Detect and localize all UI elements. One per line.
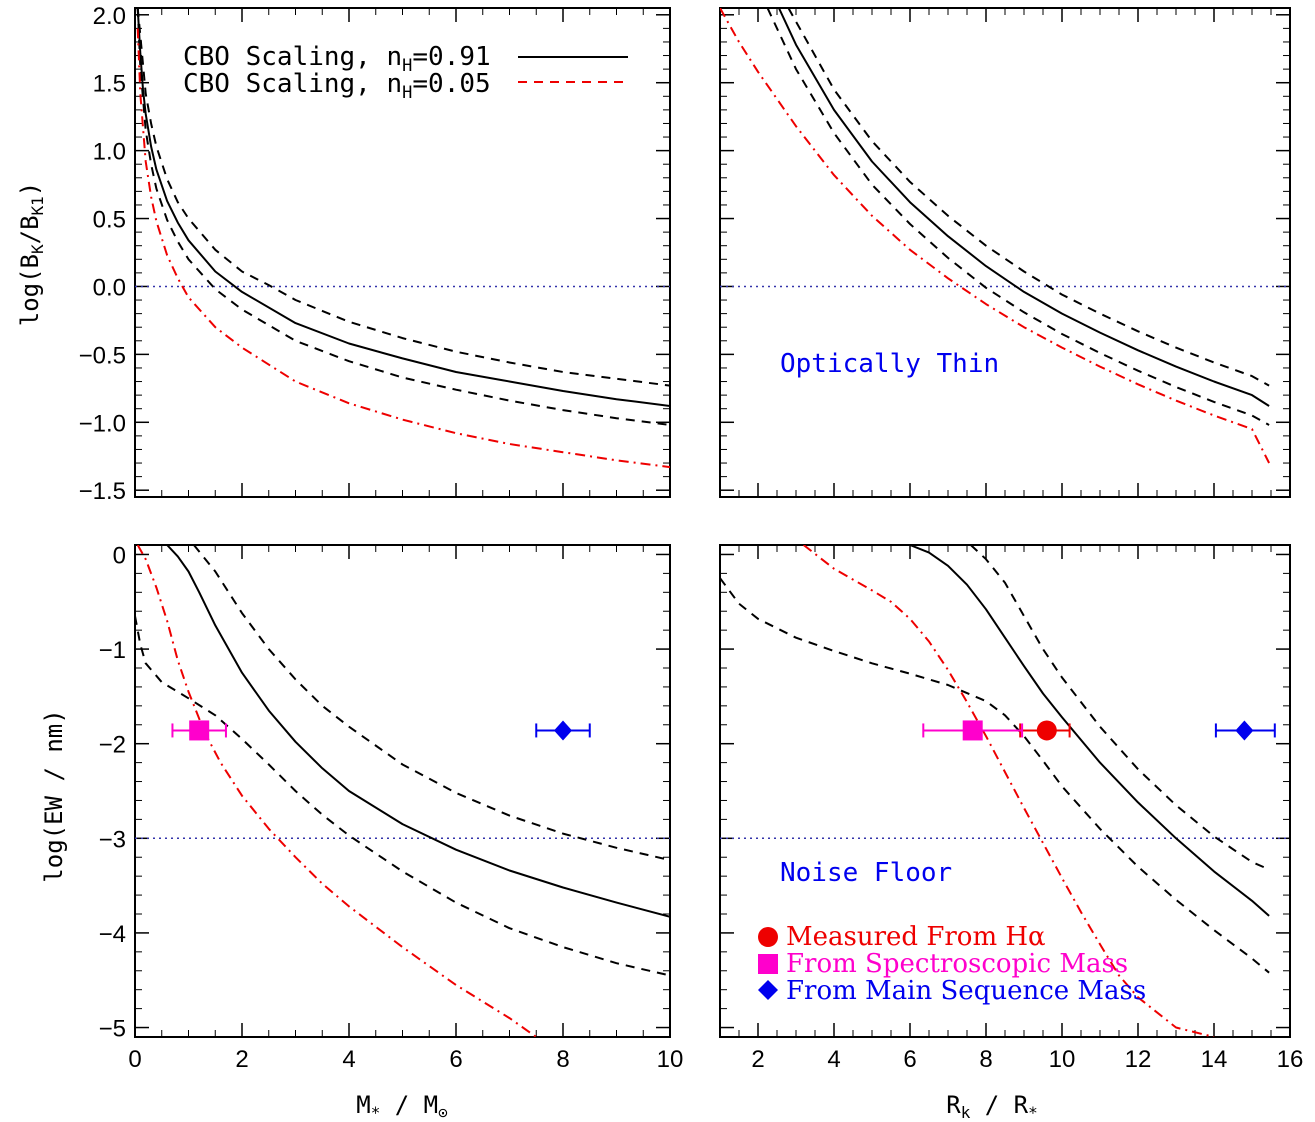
series-line-dashed	[766, 8, 1270, 426]
y-tick-label: 0	[113, 542, 126, 569]
x-tick-label: 8	[556, 1046, 569, 1073]
x-tick-label: 14	[1201, 1046, 1228, 1073]
panel-bottom-right: 2 4 6 8 10 12 14 16	[719, 544, 1304, 1073]
y-tick-label: 1.5	[93, 71, 126, 98]
y-tick-label: −4	[99, 921, 126, 948]
x-tick-label: 4	[827, 1046, 840, 1073]
series-line-dashed	[720, 577, 1270, 974]
series-line-solid	[909, 545, 1270, 917]
legend-entry-main-sequence: From Main Sequence Mass	[786, 976, 1146, 1006]
x-tick-label: 10	[657, 1046, 684, 1073]
y-tick-label: −2	[99, 732, 126, 759]
ylabel-top: log(BK/BK1)	[16, 182, 47, 327]
panel-top-left: −1.5 −1.0 −0.5 0.0 0.5 1.0 1.5 2.0	[79, 3, 671, 505]
x-tick-label: 6	[449, 1046, 462, 1073]
x-tick-label: 10	[1049, 1046, 1076, 1073]
series-line-dashdot	[802, 545, 1215, 1037]
panel-bottom-left: 0 2 4 6 8 10 −5 −4 −3 −2 −1 0	[99, 542, 684, 1073]
legend-entry-measured: Measured From Hα	[786, 922, 1046, 952]
legend-top-left: CBO Scaling, nH=0.91 CBO Scaling, nH=0.0…	[183, 42, 628, 103]
y-tick-label: −1.0	[79, 410, 126, 437]
y-tick-label: 2.0	[93, 3, 126, 30]
plot-frame	[134, 544, 671, 1038]
series-line-dashdot	[136, 28, 670, 469]
data-point-circle	[1036, 720, 1057, 741]
y-tick-label: 0.0	[93, 274, 126, 301]
legend-entry-dashed: CBO Scaling, nH=0.05	[183, 69, 491, 103]
series-line-dashed	[136, 8, 670, 387]
x-tick-label: 2	[235, 1046, 248, 1073]
series-line-dashdot	[720, 8, 1270, 464]
x-tick-label: 12	[1125, 1046, 1152, 1073]
x-tick-label: 4	[342, 1046, 355, 1073]
series-line-dashed	[135, 615, 670, 977]
panel-top-right	[719, 7, 1291, 498]
legend-entry-spectroscopic: From Spectroscopic Mass	[786, 949, 1128, 979]
data-point-diamond	[1235, 720, 1254, 741]
y-tick-label: −0.5	[79, 342, 126, 369]
xlabel-right: Rk / R*	[946, 1091, 1038, 1122]
plot-frame	[719, 7, 1291, 498]
x-tick-label: 16	[1277, 1046, 1304, 1073]
legend-marker-diamond	[758, 980, 778, 1000]
y-tick-label: −1	[99, 637, 126, 664]
series-line-solid	[777, 8, 1270, 407]
y-tick-label: −1.5	[79, 478, 126, 505]
y-tick-label: −5	[99, 1016, 126, 1043]
series-line-dashed	[193, 545, 670, 862]
x-tick-label: 0	[128, 1046, 141, 1073]
ylabel-bottom: log(EW / nm)	[40, 709, 68, 882]
legend-marker-circle	[758, 927, 778, 947]
legend-entry-solid: CBO Scaling, nH=0.91	[183, 42, 491, 76]
series-line-dashed	[787, 8, 1270, 387]
series-line-dashed	[136, 8, 670, 426]
y-tick-label: 0.5	[93, 207, 126, 234]
data-point-square	[189, 720, 210, 741]
data-point-square	[962, 720, 983, 741]
series-line-dashed	[970, 545, 1270, 871]
y-tick-label: 1.0	[93, 139, 126, 166]
x-tick-label: 6	[903, 1046, 916, 1073]
y-tick-label: −3	[99, 826, 126, 853]
series-line-solid	[166, 545, 670, 918]
legend-bottom-right: Measured From Hα From Spectroscopic Mass…	[758, 922, 1146, 1006]
series-line-solid	[136, 8, 670, 407]
annotation-noise-floor: Noise Floor	[780, 858, 952, 888]
x-tick-label: 2	[751, 1046, 764, 1073]
annotation-optically-thin: Optically Thin	[780, 349, 999, 379]
x-tick-label: 8	[979, 1046, 992, 1073]
legend-marker-square	[758, 954, 778, 974]
data-point-diamond	[554, 720, 572, 741]
series-line-dashdot	[136, 545, 537, 1037]
xlabel-left: M* / M⊙	[356, 1091, 448, 1122]
